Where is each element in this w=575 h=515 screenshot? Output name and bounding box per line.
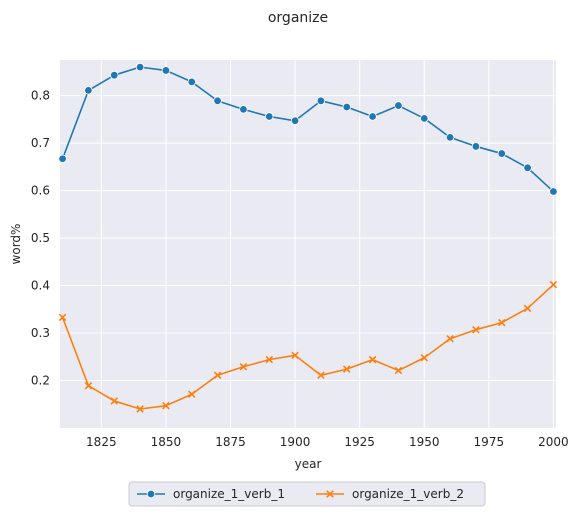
- tick-labels: 1825 1850 1875 1900 1925 1950 1975 2000 0.2 0.3 0.…: [31, 89, 569, 449]
- data-point: [187, 77, 196, 87]
- series-line: [61, 66, 554, 193]
- series-layer: [58, 62, 558, 413]
- data-point: [394, 366, 403, 375]
- data-point: [290, 116, 300, 125]
- chart-title: organize: [268, 10, 328, 26]
- data-point: [84, 86, 93, 95]
- data-point: [420, 353, 429, 362]
- data-point: [394, 101, 403, 110]
- data-point: [84, 381, 93, 390]
- x-tick-label: 1875: [215, 435, 246, 449]
- data-point: [342, 365, 351, 373]
- y-tick-label: 0.4: [31, 279, 50, 293]
- plot-area: [60, 60, 556, 428]
- x-tick-label: 1825: [86, 435, 117, 449]
- y-tick-label: 0.2: [31, 374, 50, 388]
- y-tick-label: 0.7: [31, 136, 50, 150]
- series-organize_1_verb_2: [58, 280, 558, 413]
- data-point: [213, 371, 222, 380]
- data-point: [187, 390, 196, 399]
- data-point: [497, 318, 506, 327]
- data-point: [239, 362, 248, 371]
- legend-label: organize_1_verb_1: [173, 487, 285, 501]
- data-point: [368, 112, 377, 121]
- x-tick-label: 1900: [280, 435, 311, 449]
- data-point: [523, 163, 532, 172]
- data-point: [291, 351, 299, 360]
- data-point: [471, 142, 481, 151]
- data-point: [342, 102, 351, 112]
- legend-entry: organize_1_verb_2: [316, 487, 464, 501]
- data-point: [523, 304, 532, 313]
- data-point: [110, 397, 119, 405]
- data-point: [162, 401, 170, 410]
- y-tick-label: 0.3: [31, 326, 50, 340]
- data-point: [549, 187, 558, 196]
- data-point: [110, 70, 119, 80]
- legend-box: [128, 481, 486, 507]
- data-point: [135, 62, 145, 72]
- y-tick-label: 0.5: [31, 231, 50, 245]
- legend: organize_1_verb_1 organize_1_verb_2: [128, 481, 486, 507]
- data-point: [549, 280, 558, 289]
- data-point: [161, 66, 171, 75]
- series-organize_1_verb_1: [58, 62, 558, 196]
- data-point: [497, 149, 506, 158]
- data-point: [265, 355, 274, 364]
- x-axis-title: year: [295, 457, 322, 471]
- series-line: [61, 284, 554, 410]
- data-point: [58, 154, 67, 163]
- legend-marker: [146, 489, 156, 499]
- data-point: [368, 355, 377, 364]
- x-tick-label: 1950: [409, 435, 440, 449]
- y-tick-label: 0.8: [31, 89, 50, 103]
- y-axis-title: word%: [9, 224, 23, 265]
- data-point: [316, 96, 326, 106]
- legend-label: organize_1_verb_2: [352, 487, 464, 501]
- x-tick-label: 2000: [538, 435, 569, 449]
- legend-marker: [326, 490, 334, 498]
- x-tick-label: 1925: [344, 435, 375, 449]
- data-point: [472, 325, 480, 334]
- data-point: [420, 114, 429, 123]
- data-point: [239, 105, 248, 114]
- x-tick-label: 1850: [151, 435, 182, 449]
- data-point: [317, 371, 325, 380]
- data-point: [445, 133, 455, 142]
- legend-entry: organize_1_verb_1: [137, 487, 285, 501]
- x-tick-label: 1975: [474, 435, 505, 449]
- data-point: [136, 405, 144, 413]
- data-point: [265, 112, 274, 121]
- y-tick-label: 0.6: [31, 184, 50, 198]
- data-point: [446, 334, 454, 343]
- data-point: [58, 313, 67, 322]
- data-point: [213, 96, 222, 106]
